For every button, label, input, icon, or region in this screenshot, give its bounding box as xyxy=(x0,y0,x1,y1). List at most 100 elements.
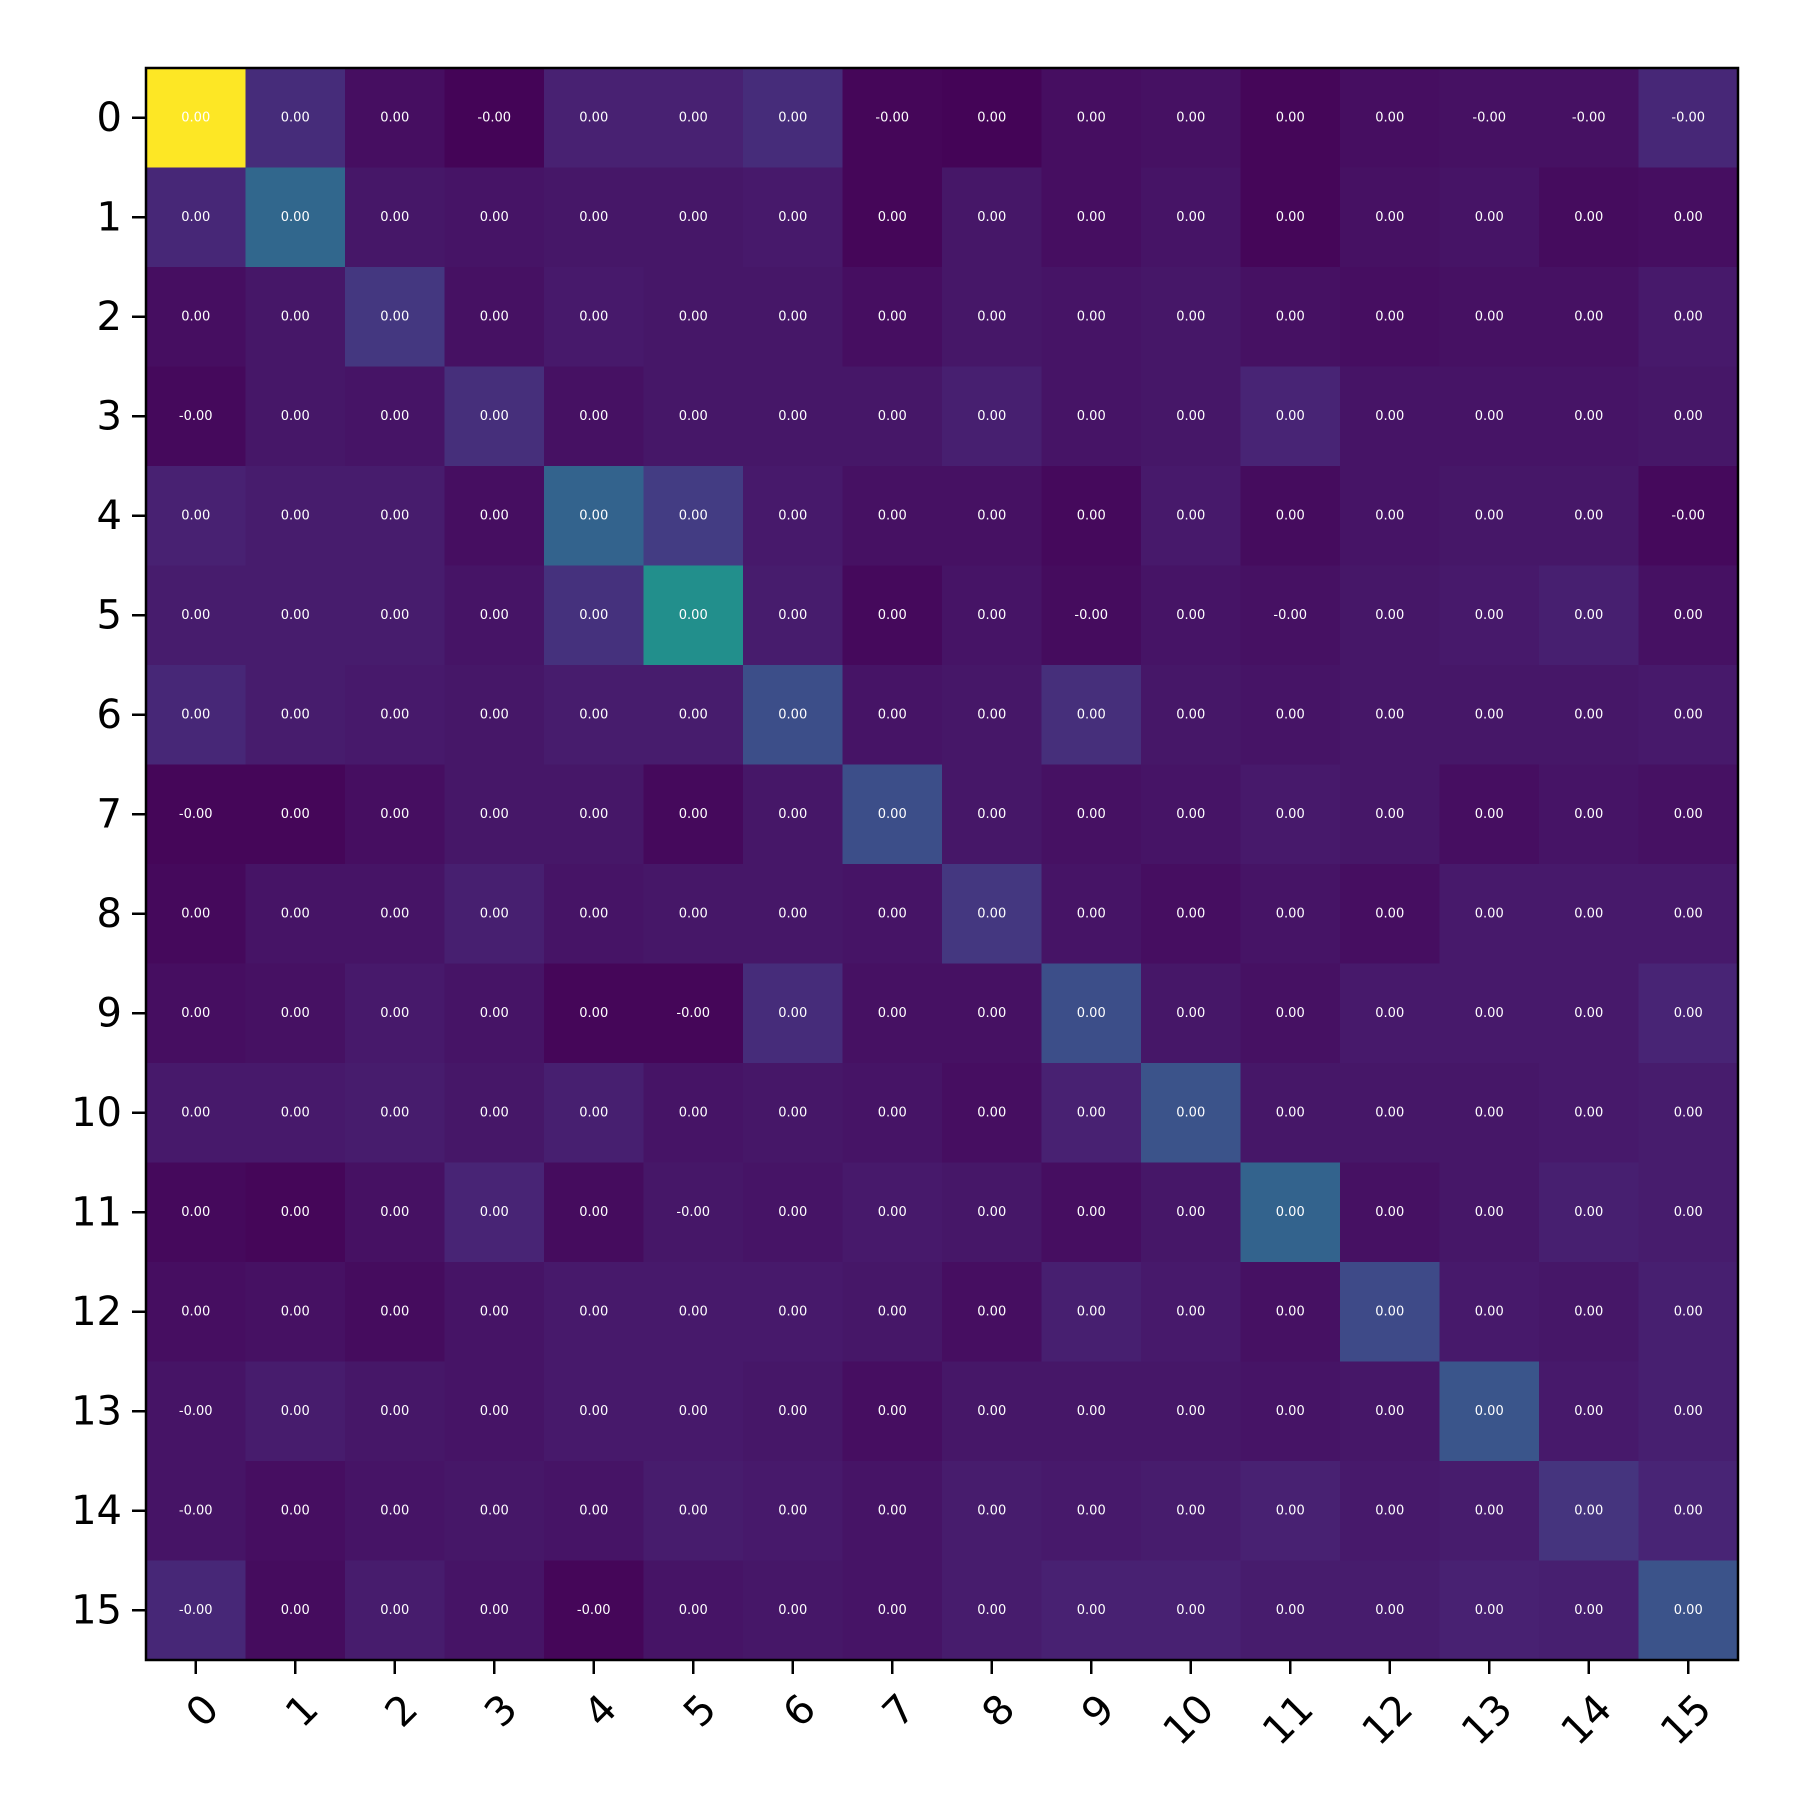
cell-value-label-r2-c9: 0.00 xyxy=(1077,309,1106,324)
cell-value-label-r9-c10: 0.00 xyxy=(1176,1006,1205,1021)
heatmap-cell-r0-c13 xyxy=(1439,68,1540,169)
cell-value-label-r1-c3: 0.00 xyxy=(480,210,509,225)
cell-value-label-r5-c5: 0.00 xyxy=(679,608,708,623)
cell-value-label-r4-c0: 0.00 xyxy=(181,508,210,523)
cell-value-label-r6-c3: 0.00 xyxy=(480,707,509,722)
cell-value-label-r6-c2: 0.00 xyxy=(380,707,409,722)
heatmap-cell-r15-c5 xyxy=(643,1560,744,1661)
y-tick-label-7: 7 xyxy=(97,791,122,837)
cell-value-label-r5-c1: 0.00 xyxy=(281,608,310,623)
heatmap-cell-r3-c3 xyxy=(444,366,545,467)
cell-value-label-r10-c1: 0.00 xyxy=(281,1105,310,1120)
heatmap-cell-r12-c8 xyxy=(942,1262,1043,1363)
cell-value-label-r6-c4: 0.00 xyxy=(579,707,608,722)
cell-value-label-r15-c15: 0.00 xyxy=(1674,1603,1703,1618)
heatmap-cell-r14-c3 xyxy=(444,1461,545,1562)
heatmap-cell-r8-c2 xyxy=(345,864,446,965)
cell-value-label-r14-c2: 0.00 xyxy=(380,1503,409,1518)
cell-value-label-r11-c11: 0.00 xyxy=(1276,1205,1305,1220)
cell-value-label-r6-c7: 0.00 xyxy=(878,707,907,722)
heatmap-cell-r4-c14 xyxy=(1539,466,1640,567)
cell-value-label-r0-c11: 0.00 xyxy=(1276,110,1305,125)
cell-value-label-r12-c8: 0.00 xyxy=(977,1304,1006,1319)
cell-value-label-r9-c15: 0.00 xyxy=(1674,1006,1703,1021)
heatmap-cell-r11-c12 xyxy=(1340,1162,1441,1263)
heatmap-cell-r1-c6 xyxy=(743,167,844,268)
cell-value-label-r3-c7: 0.00 xyxy=(878,409,907,424)
heatmap-cell-r10-c7 xyxy=(842,1063,943,1164)
heatmap-cell-r10-c8 xyxy=(942,1063,1043,1164)
heatmap-cell-r9-c7 xyxy=(842,963,943,1064)
heatmap-cell-r15-c0 xyxy=(146,1560,247,1661)
heatmap-cell-r4-c7 xyxy=(842,466,943,567)
cell-value-label-r2-c3: 0.00 xyxy=(480,309,509,324)
cell-value-label-r6-c14: 0.00 xyxy=(1574,707,1603,722)
cell-value-label-r6-c5: 0.00 xyxy=(679,707,708,722)
cell-value-label-r1-c1: 0.00 xyxy=(281,210,310,225)
cell-value-label-r7-c12: 0.00 xyxy=(1375,807,1404,822)
heatmap-cell-r2-c8 xyxy=(942,267,1043,368)
heatmap-cell-r1-c10 xyxy=(1141,167,1242,268)
heatmap-cell-r5-c0 xyxy=(146,565,247,666)
cell-value-label-r2-c1: 0.00 xyxy=(281,309,310,324)
cell-value-label-r11-c9: 0.00 xyxy=(1077,1205,1106,1220)
heatmap-cell-r2-c14 xyxy=(1539,267,1640,368)
cell-value-label-r13-c6: 0.00 xyxy=(778,1404,807,1419)
cell-value-label-r1-c15: 0.00 xyxy=(1674,210,1703,225)
heatmap-cell-r14-c15 xyxy=(1638,1461,1739,1562)
cell-value-label-r11-c14: 0.00 xyxy=(1574,1205,1603,1220)
heatmap-cell-r13-c12 xyxy=(1340,1361,1441,1462)
heatmap-cell-r3-c15 xyxy=(1638,366,1739,467)
cell-value-label-r13-c11: 0.00 xyxy=(1276,1404,1305,1419)
cell-value-label-r5-c12: 0.00 xyxy=(1375,608,1404,623)
cell-value-label-r4-c13: 0.00 xyxy=(1475,508,1504,523)
y-tick-label-4: 4 xyxy=(97,493,122,539)
y-tick-label-0: 0 xyxy=(97,95,122,141)
cell-value-label-r12-c3: 0.00 xyxy=(480,1304,509,1319)
cell-value-label-r15-c5: 0.00 xyxy=(679,1603,708,1618)
heatmap-cell-r5-c10 xyxy=(1141,565,1242,666)
heatmap-cell-r9-c14 xyxy=(1539,963,1640,1064)
cell-value-label-r0-c6: 0.00 xyxy=(778,110,807,125)
heatmap-cell-r3-c12 xyxy=(1340,366,1441,467)
heatmap-cell-r9-c13 xyxy=(1439,963,1540,1064)
heatmap-cell-r2-c11 xyxy=(1240,267,1341,368)
heatmap-cell-r13-c11 xyxy=(1240,1361,1341,1462)
cell-value-label-r1-c0: 0.00 xyxy=(181,210,210,225)
cell-value-label-r5-c11: -0.00 xyxy=(1273,608,1307,623)
y-tick-label-14: 14 xyxy=(71,1488,122,1534)
heatmap-cell-r2-c9 xyxy=(1041,267,1142,368)
heatmap-cell-r9-c9 xyxy=(1041,963,1142,1064)
cell-value-label-r8-c13: 0.00 xyxy=(1475,906,1504,921)
cell-value-label-r10-c7: 0.00 xyxy=(878,1105,907,1120)
cell-value-label-r11-c3: 0.00 xyxy=(480,1205,509,1220)
cell-value-label-r15-c3: 0.00 xyxy=(480,1603,509,1618)
cell-value-label-r12-c5: 0.00 xyxy=(679,1304,708,1319)
cell-value-label-r8-c7: 0.00 xyxy=(878,906,907,921)
heatmap-cell-r4-c13 xyxy=(1439,466,1540,567)
cell-value-label-r0-c13: -0.00 xyxy=(1472,110,1506,125)
y-tick-label-5: 5 xyxy=(97,592,122,638)
heatmap-cell-r6-c0 xyxy=(146,665,247,766)
cell-value-label-r7-c8: 0.00 xyxy=(977,807,1006,822)
cell-value-label-r10-c15: 0.00 xyxy=(1674,1105,1703,1120)
cell-value-label-r5-c4: 0.00 xyxy=(579,608,608,623)
cell-value-label-r4-c6: 0.00 xyxy=(778,508,807,523)
cell-value-label-r15-c8: 0.00 xyxy=(977,1603,1006,1618)
heatmap-cell-r7-c1 xyxy=(245,764,346,865)
cell-value-label-r9-c3: 0.00 xyxy=(480,1006,509,1021)
cell-value-label-r15-c10: 0.00 xyxy=(1176,1603,1205,1618)
heatmap-cell-r13-c0 xyxy=(146,1361,247,1462)
cell-value-label-r9-c0: 0.00 xyxy=(181,1006,210,1021)
cell-value-label-r8-c0: 0.00 xyxy=(181,906,210,921)
heatmap-cell-r6-c8 xyxy=(942,665,1043,766)
cell-value-label-r1-c6: 0.00 xyxy=(778,210,807,225)
heatmap-cell-r10-c6 xyxy=(743,1063,844,1164)
heatmap-cell-r2-c2 xyxy=(345,267,446,368)
cell-value-label-r11-c7: 0.00 xyxy=(878,1205,907,1220)
cell-value-label-r11-c1: 0.00 xyxy=(281,1205,310,1220)
heatmap-cell-r11-c10 xyxy=(1141,1162,1242,1263)
heatmap-cell-r6-c12 xyxy=(1340,665,1441,766)
heatmap-cell-r5-c8 xyxy=(942,565,1043,666)
